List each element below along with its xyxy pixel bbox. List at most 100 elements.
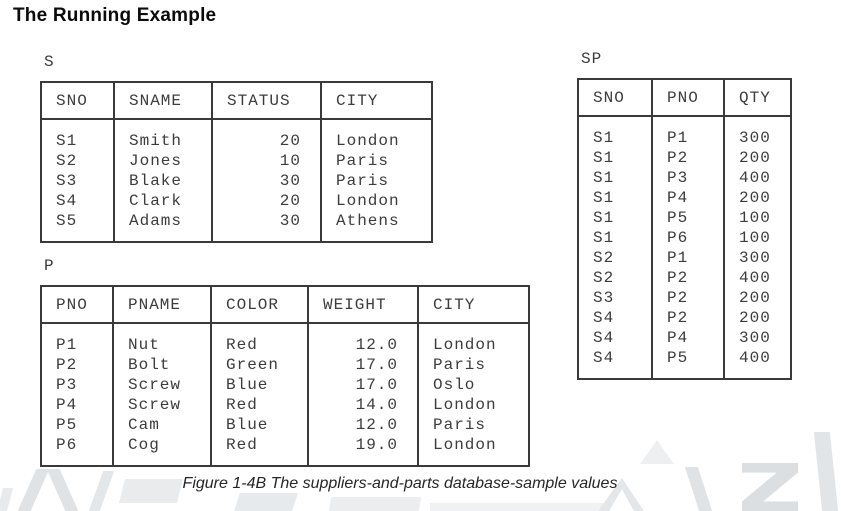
cell-pno: P1 <box>652 248 725 268</box>
cell-pno: P2 <box>652 268 725 288</box>
cell-qty: 100 <box>739 229 771 247</box>
cell-pno: P6 <box>41 435 114 466</box>
cell-pno: P2 <box>41 355 114 375</box>
cell-color: Red <box>211 435 309 466</box>
cell-pno: P4 <box>41 395 114 415</box>
cell-sno: S3 <box>578 288 653 308</box>
column-header-pname: PNAME <box>113 286 212 324</box>
cell-qty: 100 <box>739 209 771 227</box>
cell-color: Red <box>211 395 309 415</box>
cell-city: London <box>336 192 400 210</box>
cell-status: 20 <box>212 119 322 151</box>
table-row: S2 Jones 10 Paris <box>41 151 432 171</box>
cell-city: London <box>433 436 497 454</box>
table-row: P4 Screw Red 14.0 London <box>41 395 529 415</box>
table-row: P1 Nut Red 12.0 London <box>41 323 529 355</box>
column-header-sno: SNO <box>41 82 115 120</box>
cell-pname: Nut <box>113 323 212 355</box>
cell-status: 30 <box>212 211 322 242</box>
cell-qty: 400 <box>739 269 771 287</box>
column-header-city: CITY <box>418 286 529 324</box>
cell-pno: P6 <box>652 228 725 248</box>
cell-city: Paris <box>336 152 390 170</box>
cell-qty: 200 <box>739 149 771 167</box>
column-header-status: STATUS <box>212 82 322 120</box>
cell-city: London <box>433 396 497 414</box>
table-row: S3 Blake 30 Paris <box>41 171 432 191</box>
page-title: The Running Example <box>13 5 217 26</box>
table-row: S4 Clark 20 London <box>41 191 432 211</box>
cell-sno: S1 <box>578 148 653 168</box>
cell-qty: 300 <box>739 129 771 147</box>
table-row: S2 P1 300 <box>578 248 791 268</box>
relation-sp: SP SNO PNO QTY S1 P1 300 S1 P2 200 S1 P3 400 S1 P4 200 S… <box>577 50 792 380</box>
cell-pno: P5 <box>41 415 114 435</box>
table-row: S1 P1 300 <box>578 116 791 148</box>
cell-weight: 17.0 <box>308 355 419 375</box>
cell-pno: P4 <box>652 188 725 208</box>
relation-table-p: PNO PNAME COLOR WEIGHT CITY P1 Nut Red 12.0 Londo… <box>40 285 530 467</box>
cell-status: 10 <box>212 151 322 171</box>
column-header-sname: SNAME <box>114 82 213 120</box>
column-header-pno: PNO <box>41 286 114 324</box>
cell-city: Athens <box>336 212 400 230</box>
cell-sname: Clark <box>114 191 213 211</box>
cell-color: Blue <box>211 415 309 435</box>
cell-pno: P2 <box>652 288 725 308</box>
table-row: S1 P5 100 <box>578 208 791 228</box>
cell-pno: P2 <box>652 308 725 328</box>
table-row: S1 P3 400 <box>578 168 791 188</box>
cell-sno: S2 <box>578 248 653 268</box>
cell-city: London <box>336 132 400 150</box>
cell-sno: S5 <box>41 211 115 242</box>
cell-pname: Screw <box>113 375 212 395</box>
column-header-sno: SNO <box>578 79 653 117</box>
cell-pno: P5 <box>652 208 725 228</box>
cell-sno: S1 <box>578 116 653 148</box>
cell-sname: Jones <box>114 151 213 171</box>
table-row: P2 Bolt Green 17.0 Paris <box>41 355 529 375</box>
cell-sno: S4 <box>41 191 115 211</box>
cell-sname: Adams <box>114 211 213 242</box>
relation-name: SP <box>581 50 603 68</box>
cell-pno: P4 <box>652 328 725 348</box>
table-row: S2 P2 400 <box>578 268 791 288</box>
table-row: S1 P6 100 <box>578 228 791 248</box>
table-row: S4 P2 200 <box>578 308 791 328</box>
cell-qty: 400 <box>739 349 771 367</box>
cell-weight: 19.0 <box>308 435 419 466</box>
cell-city: Paris <box>433 356 487 374</box>
cell-qty: 300 <box>739 249 771 267</box>
cell-sno: S1 <box>578 188 653 208</box>
cell-sname: Blake <box>114 171 213 191</box>
table-row: S1 P4 200 <box>578 188 791 208</box>
cell-sno: S1 <box>41 119 115 151</box>
cell-weight: 17.0 <box>308 375 419 395</box>
cell-sno: S2 <box>578 268 653 288</box>
watermark-shape <box>328 497 422 511</box>
cell-color: Blue <box>211 375 309 395</box>
cell-qty: 200 <box>739 289 771 307</box>
cell-qty: 400 <box>739 169 771 187</box>
table-row: S3 P2 200 <box>578 288 791 308</box>
cell-pno: P2 <box>652 148 725 168</box>
table-row: P6 Cog Red 19.0 London <box>41 435 529 466</box>
cell-qty: 300 <box>739 329 771 347</box>
cell-city: Paris <box>433 416 487 434</box>
table-row: S4 P5 400 <box>578 348 791 379</box>
cell-qty: 200 <box>739 309 771 327</box>
cell-color: Green <box>211 355 309 375</box>
column-header-qty: QTY <box>724 79 791 117</box>
cell-city: Oslo <box>433 376 476 394</box>
cell-city: London <box>433 336 497 354</box>
cell-sno: S4 <box>578 328 653 348</box>
cell-qty: 200 <box>739 189 771 207</box>
table-row: P3 Screw Blue 17.0 Oslo <box>41 375 529 395</box>
cell-pname: Cog <box>113 435 212 466</box>
watermark-shape <box>813 432 839 511</box>
cell-status: 30 <box>212 171 322 191</box>
table-row: P5 Cam Blue 12.0 Paris <box>41 415 529 435</box>
table-row: S5 Adams 30 Athens <box>41 211 432 242</box>
cell-weight: 12.0 <box>308 323 419 355</box>
